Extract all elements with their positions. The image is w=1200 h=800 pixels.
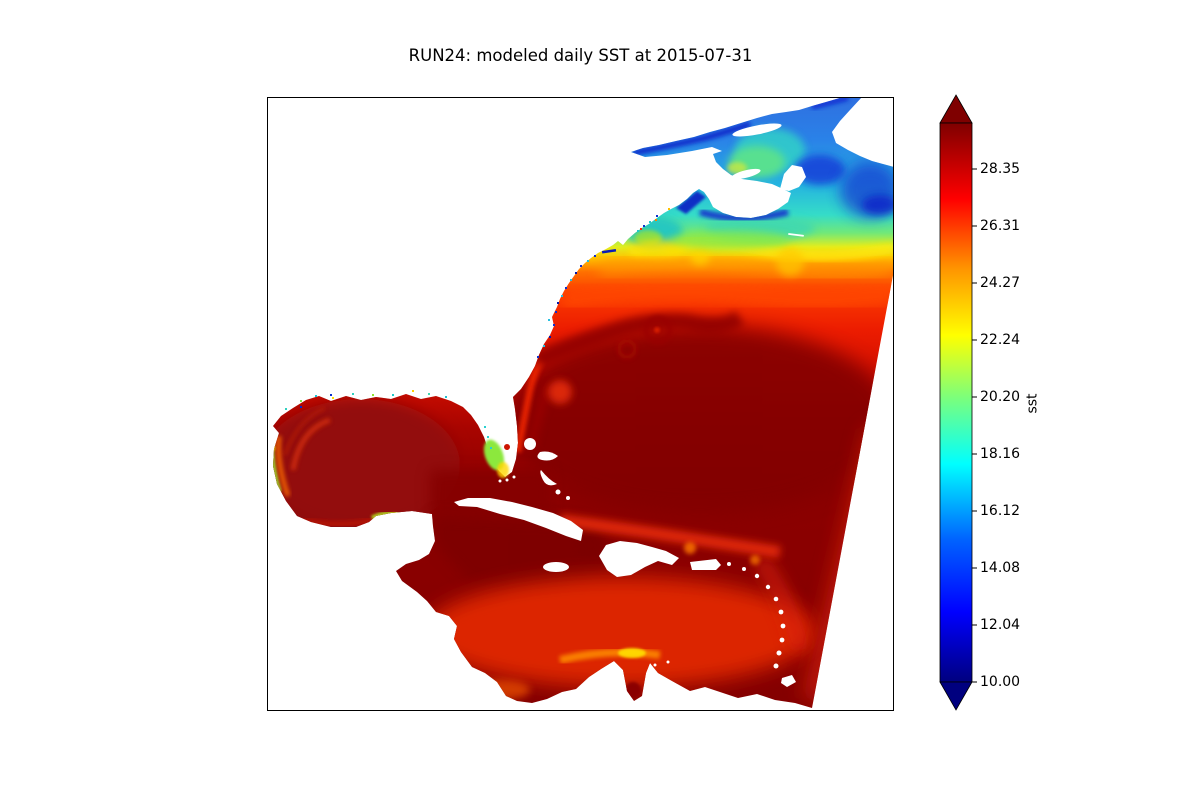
colorbar-extend-max-arrow	[939, 94, 973, 124]
sable-island	[788, 233, 804, 237]
colorbar-tick-label: 14.08	[980, 560, 1021, 576]
bahamas-arc	[540, 470, 557, 486]
colorbar: 28.35 26.31 24.27 22.24 20.20 18.16 16.1…	[930, 90, 1130, 720]
prince-edward-island	[731, 168, 761, 180]
puerto-rico	[690, 559, 721, 570]
anticosti-island	[732, 123, 782, 137]
colorbar-tick-label: 22.24	[980, 332, 1021, 348]
colorbar-tick-label: 12.04	[980, 617, 1021, 633]
hispaniola	[599, 541, 679, 577]
colorbar-gradient	[939, 94, 977, 711]
colorbar-tick-label: 16.12	[980, 503, 1021, 519]
colorbar-tick-label: 26.31	[980, 218, 1021, 234]
trinidad	[781, 675, 796, 687]
coastal-speckles	[285, 208, 670, 449]
colorbar-tick-label: 10.00	[980, 674, 1021, 690]
bahamas	[524, 438, 536, 450]
newfoundland	[846, 98, 893, 162]
colorbar-extend-min-arrow	[939, 681, 973, 711]
florida-keys	[498, 479, 502, 483]
colorbar-tick-label: 24.27	[980, 275, 1021, 291]
florida-wetlands	[483, 439, 510, 478]
sst-map	[273, 98, 893, 708]
jamaica	[543, 562, 569, 572]
lake-okeechobee	[504, 444, 510, 450]
cuba	[454, 498, 583, 541]
colorbar-ticks	[972, 168, 977, 683]
bahamas-bank	[537, 451, 558, 461]
colorbar-axis-label: sst	[1024, 393, 1041, 414]
cape-breton-island	[780, 165, 806, 191]
islands	[454, 98, 893, 687]
colorbar-body	[939, 122, 973, 683]
colorbar-tick-label: 28.35	[980, 161, 1021, 177]
figure-title: RUN24: modeled daily SST at 2015-07-31	[408, 46, 753, 65]
ocean-field	[273, 98, 893, 708]
plot-area	[267, 97, 894, 711]
colorbar-tick-label: 20.20	[980, 389, 1021, 405]
colorbar-tick-label: 18.16	[980, 446, 1021, 462]
lesser-antilles	[727, 562, 786, 669]
